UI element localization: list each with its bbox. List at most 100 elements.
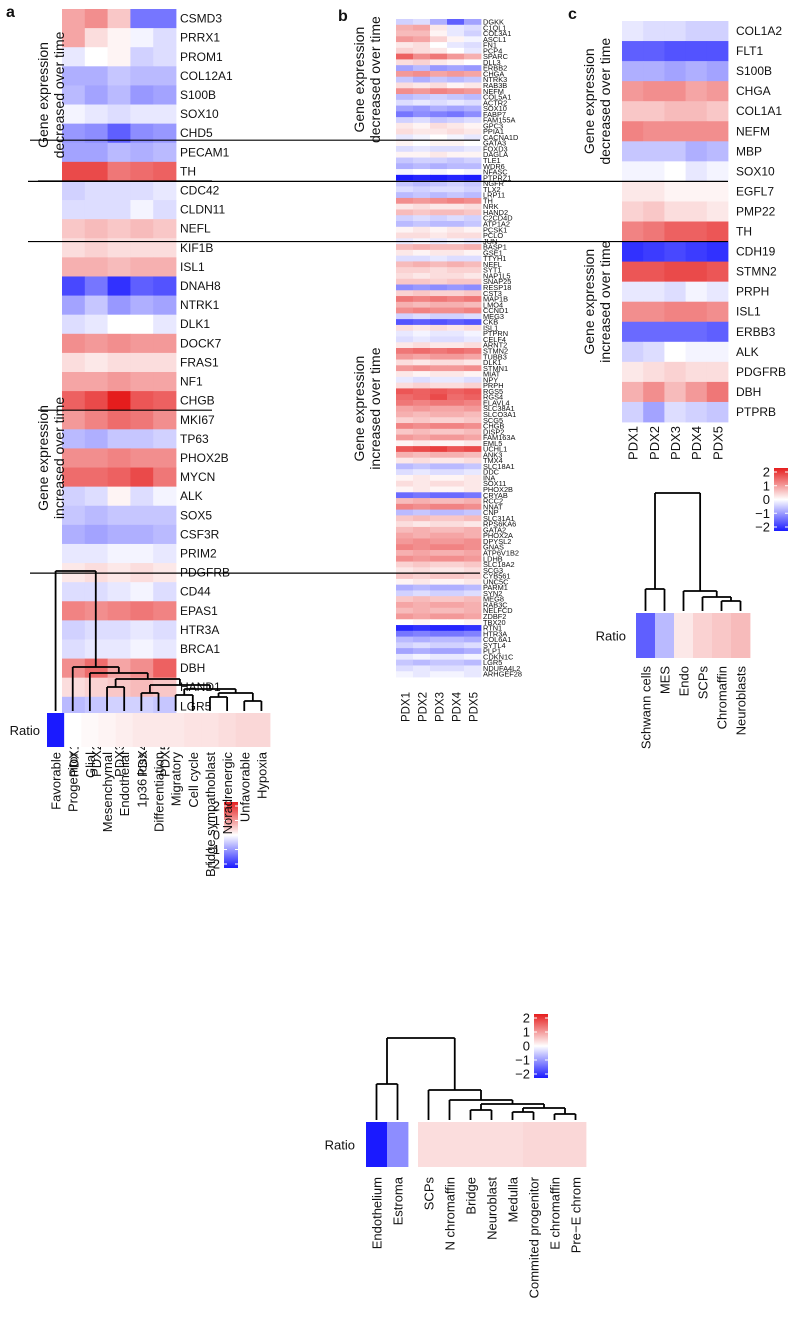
heatmap-cell-b-nfasc-pdx1	[396, 169, 414, 176]
ratio-category-label-a: Migratory	[169, 752, 184, 807]
heatmap-cell-b-ttyh1-pdx4	[447, 255, 465, 262]
heatmap-cell-b-meg3-pdx3	[430, 313, 448, 320]
gene-label-b: ACTR2	[483, 98, 507, 107]
heatmap-cell-c-flt1-pdx5	[706, 41, 729, 62]
heatmap-cell-b-stmn2-pdx1	[396, 348, 414, 355]
heatmap-cell-a-phox2b-pdx4	[130, 448, 154, 468]
gene-label-a: HAND1	[180, 680, 221, 694]
heatmap-cell-b-dpysl2-pdx4	[447, 538, 465, 545]
heatmap-cell-c-pdgfrb-pdx4	[685, 361, 708, 383]
heatmap-cell-b-arhgef28-pdx1	[396, 671, 414, 678]
heatmap-cell-b-ntrk3-pdx1	[396, 76, 414, 83]
gene-label-b: SYTL4	[483, 641, 506, 650]
heatmap-cell-b-gse1-pdx1	[396, 249, 414, 257]
heatmap-cell-c-sox10-pdx5	[706, 161, 729, 182]
heatmap-cell-b-scg3-pdx4	[447, 567, 465, 574]
heatmap-cell-c-ptprb-pdx5	[706, 401, 729, 423]
heatmap-cell-b-phox2a-pdx3	[430, 532, 448, 539]
heatmap-cell-b-nrk-pdx4	[447, 203, 465, 210]
heatmap-cell-c-flt1-pdx4	[685, 41, 708, 62]
heatmap-cell-b-pcsk1-pdx2	[413, 226, 431, 233]
heatmap-cell-a-pecam1-pdx2	[84, 142, 108, 163]
ratio-cell-a-favorable	[47, 713, 65, 747]
gene-label-a: CSMD3	[180, 12, 222, 26]
heatmap-cell-b-arnt2-pdx5	[464, 342, 482, 349]
gene-label-b: PCLO	[483, 231, 503, 240]
heatmap-cell-b-zdbf2-pdx5	[464, 613, 482, 620]
heatmap-cell-b-col6a1-pdx1	[396, 636, 414, 643]
ratio-category-label-c: Schwann cells	[639, 666, 654, 750]
heatmap-cell-b-tle1-pdx1	[396, 157, 414, 164]
heatmap-cell-b-sox10-pdx1	[396, 105, 414, 112]
ratio-cell-c-endo	[674, 613, 694, 658]
section-label-b: decreased over time	[367, 16, 383, 143]
legend-tick-label: 2	[523, 1011, 530, 1026]
gene-label-b: ERBB2	[483, 64, 507, 73]
heatmap-cell-b-slco3a1-pdx1	[396, 411, 414, 418]
heatmap-cell-a-dlk1-pdx1	[62, 314, 86, 335]
heatmap-cell-b-elavl4-pdx2	[413, 399, 431, 407]
heatmap-cell-a-s100b-pdx2	[84, 85, 108, 105]
column-label-c: PDX4	[689, 426, 704, 460]
heatmap-cell-b-c2cd4d-pdx5	[464, 215, 482, 222]
gene-label-b: PRPH	[483, 381, 504, 390]
ratio-cell-a-unfavorable	[235, 713, 254, 747]
heatmap-cell-a-th-pdx4	[130, 161, 154, 182]
heatmap-cell-b-ldhb-pdx3	[430, 555, 448, 562]
heatmap-cell-b-atp6v1b2-pdx2	[413, 550, 431, 557]
heatmap-cell-b-parm1-pdx2	[413, 584, 431, 591]
legend-tick-label: 2	[763, 465, 770, 480]
heatmap-cell-b-wdr6-pdx2	[413, 163, 431, 170]
heatmap-cell-a-cldn11-pdx3	[107, 200, 131, 220]
heatmap-cell-a-cldn11-pdx2	[84, 200, 108, 220]
section-label-a: Gene expression	[35, 42, 51, 148]
heatmap-cell-b-dlk1-pdx5	[464, 359, 482, 366]
heatmap-cell-b-gnas-pdx4	[447, 544, 465, 551]
heatmap-cell-a-pecam1-pdx4	[130, 142, 154, 163]
heatmap-cell-b-chga-pdx1	[396, 70, 414, 78]
heatmap-cell-a-col12a1-pdx5	[153, 66, 177, 86]
heatmap-cell-b-pcsk1-pdx1	[396, 226, 414, 233]
heatmap-cell-b-cnp-pdx5	[464, 509, 482, 516]
gene-label-b: NRK	[483, 202, 499, 211]
heatmap-cell-b-tbx20-pdx2	[413, 619, 431, 626]
gene-label-b: TLX2	[483, 185, 501, 194]
gene-label-a: PRRX1	[180, 31, 220, 45]
heatmap-cell-c-cdh19-pdx3	[664, 241, 686, 262]
heatmap-cell-b-erbb2-pdx3	[430, 65, 448, 72]
heatmap-cell-b-plp1-pdx3	[430, 648, 448, 655]
heatmap-cell-a-sox10-pdx2	[84, 104, 108, 125]
heatmap-cell-b-ntrk3-pdx2	[413, 76, 431, 83]
heatmap-cell-c-nefm-pdx1	[622, 121, 644, 142]
heatmap-cell-b-dgkk-pdx4	[447, 19, 465, 26]
heatmap-cell-b-arnt2-pdx2	[413, 342, 431, 349]
heatmap-cell-b-gpc3-pdx5	[464, 122, 482, 130]
heatmap-cell-b-nefl-pdx5	[464, 261, 482, 268]
heatmap-cell-b-gata3-pdx2	[413, 140, 431, 147]
heatmap-cell-b-celf4-pdx1	[396, 336, 414, 343]
heatmap-cell-b-celf4-pdx2	[413, 336, 431, 343]
heatmap-cell-b-dgkk-pdx1	[396, 19, 414, 26]
heatmap-cell-b-disp2-pdx5	[464, 428, 482, 435]
heatmap-cell-b-ptprz1-pdx1	[396, 174, 414, 182]
heatmap-cell-c-erbb3-pdx2	[643, 321, 665, 343]
gene-label-c: PMP22	[736, 204, 776, 218]
legend-tick-label: −1	[515, 1053, 530, 1068]
heatmap-cell-b-erbb2-pdx5	[464, 65, 482, 72]
heatmap-cell-b-nefm-pdx2	[413, 88, 431, 95]
gene-label-a: PHOX2B	[180, 451, 229, 465]
heatmap-cell-b-chgb-pdx2	[413, 423, 431, 430]
heatmap-cell-b-uchl1-pdx2	[413, 446, 431, 453]
heatmap-cell-b-rab3b-pdx3	[430, 82, 448, 89]
heatmap-cell-b-sox10-pdx4	[447, 105, 465, 112]
heatmap-cell-b-erbb2-pdx4	[447, 65, 465, 72]
heatmap-cell-b-resp18-pdx1	[396, 284, 414, 291]
heatmap-cell-b-actr2-pdx5	[464, 99, 482, 106]
heatmap-cell-a-tp63-pdx1	[62, 429, 86, 449]
heatmap-cell-a-dlk1-pdx2	[84, 314, 108, 335]
heatmap-cell-a-cdc42-pdx3	[107, 180, 131, 201]
heatmap-cell-b-eml5-pdx1	[396, 440, 414, 447]
section-label-b: Gene expression	[351, 356, 367, 462]
heatmap-cell-b-lgr5-pdx2	[413, 659, 431, 666]
heatmap-cell-b-meg8-pdx1	[396, 596, 414, 603]
